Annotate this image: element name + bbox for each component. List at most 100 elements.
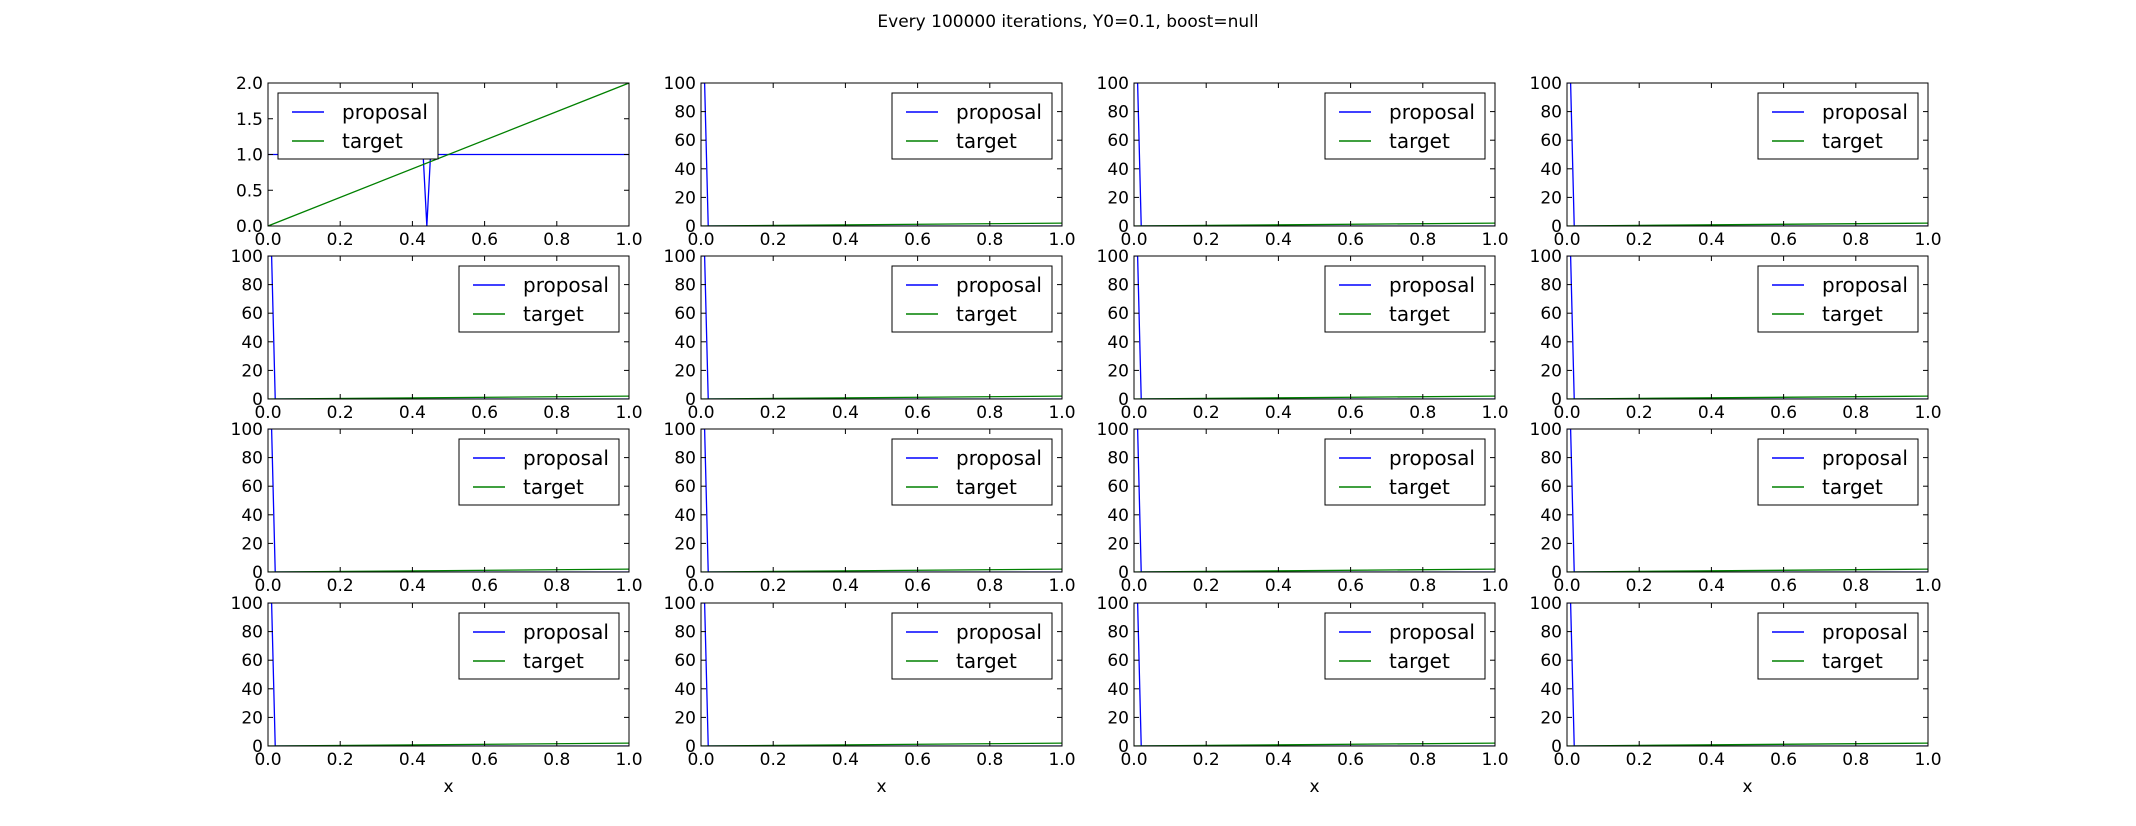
x-tick-label: 1.0 [615, 403, 642, 423]
y-tick-label: 20 [241, 708, 263, 728]
legend-box [1324, 438, 1486, 506]
legend-label-proposal: proposal [956, 100, 1042, 124]
series-line-proposal [701, 256, 1062, 399]
legend-label-target: target [1389, 649, 1450, 673]
y-tick-label: 40 [674, 333, 696, 353]
legend-box [1757, 92, 1919, 160]
x-tick-label: 1.0 [1481, 576, 1508, 596]
y-tick-label: 20 [1107, 534, 1129, 554]
subplot-8: 0.0 0.2 0.4 0.6 0.8 1.0 0 20 40 60 80 100 proposal ta… [1530, 247, 1942, 423]
y-tick-label: 80 [1107, 276, 1129, 296]
legend-label-target: target [956, 475, 1017, 499]
y-tick-label: 100 [664, 247, 696, 267]
y-tick-label: 0.0 [236, 217, 263, 237]
y-tick-label: 60 [674, 651, 696, 671]
x-tick-label: 0.2 [1626, 230, 1653, 250]
y-tick-label: 40 [674, 160, 696, 180]
y-tick-label: 0 [1551, 563, 1562, 583]
legend: proposal target [458, 438, 620, 506]
x-tick-label: 0.2 [1193, 403, 1220, 423]
x-tick-label: 0.2 [1626, 403, 1653, 423]
x-tick-label: 1.0 [1481, 230, 1508, 250]
legend: proposal target [891, 92, 1053, 160]
x-tick-label: 0.0 [254, 576, 281, 596]
y-tick-label: 20 [1540, 361, 1562, 381]
legend: proposal target [277, 92, 439, 160]
x-tick-label: 0.8 [976, 576, 1003, 596]
y-tick-label: 100 [1530, 594, 1562, 614]
x-tick-label: 0.8 [1409, 230, 1436, 250]
x-tick-label: 0.4 [1265, 750, 1292, 770]
series-line-proposal [1567, 83, 1928, 226]
legend-label-proposal: proposal [1389, 620, 1475, 644]
legend-label-target: target [956, 649, 1017, 673]
legend-label-target: target [1822, 649, 1883, 673]
y-tick-label: 60 [674, 477, 696, 497]
x-tick-label: 1.0 [1048, 576, 1075, 596]
x-tick-label: 1.0 [1914, 750, 1941, 770]
y-tick-label: 80 [241, 449, 263, 469]
x-tick-label: 1.0 [1048, 403, 1075, 423]
x-tick-label: 1.0 [1914, 403, 1941, 423]
y-tick-label: 100 [1097, 74, 1129, 94]
y-tick-label: 40 [241, 506, 263, 526]
x-tick-label: 0.4 [1698, 230, 1725, 250]
y-tick-label: 100 [1530, 420, 1562, 440]
legend: proposal target [458, 612, 620, 680]
x-tick-label: 0.4 [832, 403, 859, 423]
y-tick-label: 40 [1540, 333, 1562, 353]
series-line-proposal [701, 429, 1062, 572]
y-tick-label: 20 [674, 708, 696, 728]
y-tick-label: 0 [685, 390, 696, 410]
x-tick-label: 0.0 [1553, 230, 1580, 250]
y-tick-label: 80 [1540, 276, 1562, 296]
y-tick-label: 20 [1107, 361, 1129, 381]
legend-box [458, 612, 620, 680]
legend-box [891, 612, 1053, 680]
axes-frame [700, 428, 1063, 573]
legend-label-target: target [1822, 129, 1883, 153]
legend-label-target: target [523, 302, 584, 326]
subplot-3: 0.0 0.2 0.4 0.6 0.8 1.0 0 20 40 60 80 100 proposal ta… [1097, 74, 1509, 250]
y-tick-label: 0 [1118, 563, 1129, 583]
x-tick-label: 0.8 [543, 750, 570, 770]
y-tick-label: 0 [1551, 217, 1562, 237]
x-axis-label: x [876, 777, 886, 797]
y-tick-label: 80 [241, 276, 263, 296]
y-tick-label: 40 [674, 506, 696, 526]
x-tick-label: 0.6 [904, 576, 931, 596]
x-tick-label: 0.6 [1337, 403, 1364, 423]
y-tick-label: 60 [1107, 651, 1129, 671]
x-tick-label: 0.8 [976, 230, 1003, 250]
y-tick-label: 100 [1530, 247, 1562, 267]
subplot-12: 0.0 0.2 0.4 0.6 0.8 1.0 0 20 40 60 80 100 proposal ta… [1530, 420, 1942, 596]
legend-box [891, 438, 1053, 506]
x-tick-label: 0.2 [327, 750, 354, 770]
y-tick-label: 60 [674, 131, 696, 151]
x-tick-label: 0.0 [1120, 576, 1147, 596]
legend-label-proposal: proposal [1822, 446, 1908, 470]
x-tick-label: 0.6 [904, 403, 931, 423]
legend: proposal target [891, 438, 1053, 506]
legend-box [1757, 265, 1919, 333]
series-line-proposal [1567, 256, 1928, 399]
y-tick-label: 40 [1107, 160, 1129, 180]
subplot-2: 0.0 0.2 0.4 0.6 0.8 1.0 0 20 40 60 80 100 proposal ta… [664, 74, 1076, 250]
legend-label-target: target [523, 475, 584, 499]
subplot-13: 0.0 0.2 0.4 0.6 0.8 1.0 0 20 40 60 80 100 proposal ta… [231, 594, 643, 797]
y-tick-label: 100 [231, 420, 263, 440]
series-line-proposal [701, 83, 1062, 226]
y-tick-label: 100 [1097, 420, 1129, 440]
legend-label-proposal: proposal [1389, 100, 1475, 124]
legend-label-target: target [1389, 302, 1450, 326]
x-tick-label: 0.6 [1770, 750, 1797, 770]
x-tick-label: 1.0 [1914, 576, 1941, 596]
y-tick-label: 40 [674, 680, 696, 700]
x-axis-label: x [1309, 777, 1319, 797]
subplot-10: 0.0 0.2 0.4 0.6 0.8 1.0 0 20 40 60 80 100 proposal ta… [664, 420, 1076, 596]
x-tick-label: 0.4 [1698, 403, 1725, 423]
x-tick-label: 1.0 [615, 576, 642, 596]
axes-frame [700, 82, 1063, 227]
x-tick-label: 0.2 [760, 750, 787, 770]
x-tick-label: 0.6 [904, 750, 931, 770]
